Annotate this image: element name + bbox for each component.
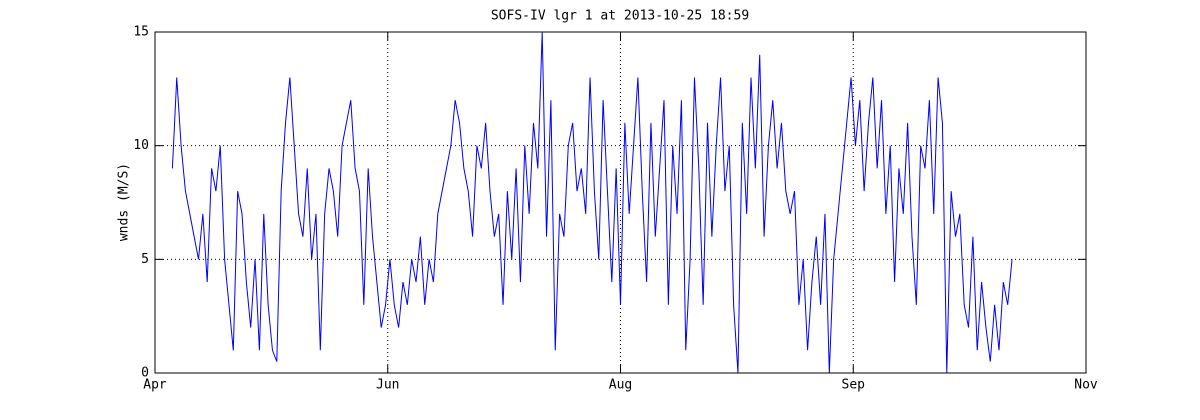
x-tick-label: Aug [609,378,632,393]
x-tick-label: Apr [143,378,167,393]
y-tick-label: 10 [133,138,149,153]
plot-frame [154,31,1087,374]
y-tick-label: 15 [133,25,149,40]
data-line [171,31,1013,374]
y-tick-label: 5 [141,252,149,267]
y-axis-label: wnds (M/S) [117,163,132,241]
y-tick-label: 0 [141,366,149,381]
x-tick-label: Nov [1074,378,1098,393]
x-tick-label: Jun [376,378,399,393]
chart-title: SOFS-IV lgr 1 at 2013-10-25 18:59 [491,9,749,24]
x-tick-label: Sep [842,378,866,393]
